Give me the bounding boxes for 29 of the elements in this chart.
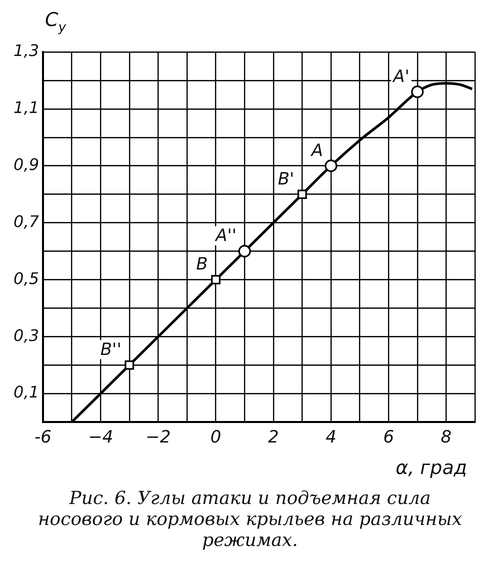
x-tick-label: 4 (326, 428, 336, 448)
y-tick-label: 0,1 (14, 382, 39, 402)
y-tick-label: 1,3 (14, 41, 39, 60)
x-tick-label: 2 (268, 428, 279, 448)
y-tick-label: 1,1 (14, 98, 39, 118)
point (298, 190, 307, 199)
annotation: A'' (214, 226, 237, 246)
annotation: A (310, 140, 323, 161)
annotation: B' (278, 169, 294, 190)
y-tick-label: 0,3 (14, 326, 39, 345)
x-tick-label: −2 (146, 428, 171, 448)
x-tick-label: 6 (383, 428, 394, 448)
x-tick-label: 0 (210, 428, 222, 448)
y-tick-label: 0,5 (14, 268, 39, 288)
annotation: B'' (100, 340, 122, 360)
text: Рис. 6. Углы атаки и подъемная сила носового и кормовых крыльев на различных режимах. (36, 488, 464, 551)
point (324, 160, 338, 172)
annotation: B (196, 254, 208, 275)
y-tick-label: 0,9 (14, 155, 39, 174)
x-axis-title: α, град (396, 457, 467, 479)
x-tick-label: 8 (440, 428, 452, 448)
point (411, 86, 424, 98)
y-tick-label: 0,7 (14, 212, 40, 231)
point (211, 275, 220, 284)
annotation: A' (392, 66, 410, 87)
point (124, 360, 134, 370)
point (238, 244, 251, 258)
x-tick-label: -6 (34, 428, 52, 448)
x-tick-label: −4 (88, 428, 114, 448)
